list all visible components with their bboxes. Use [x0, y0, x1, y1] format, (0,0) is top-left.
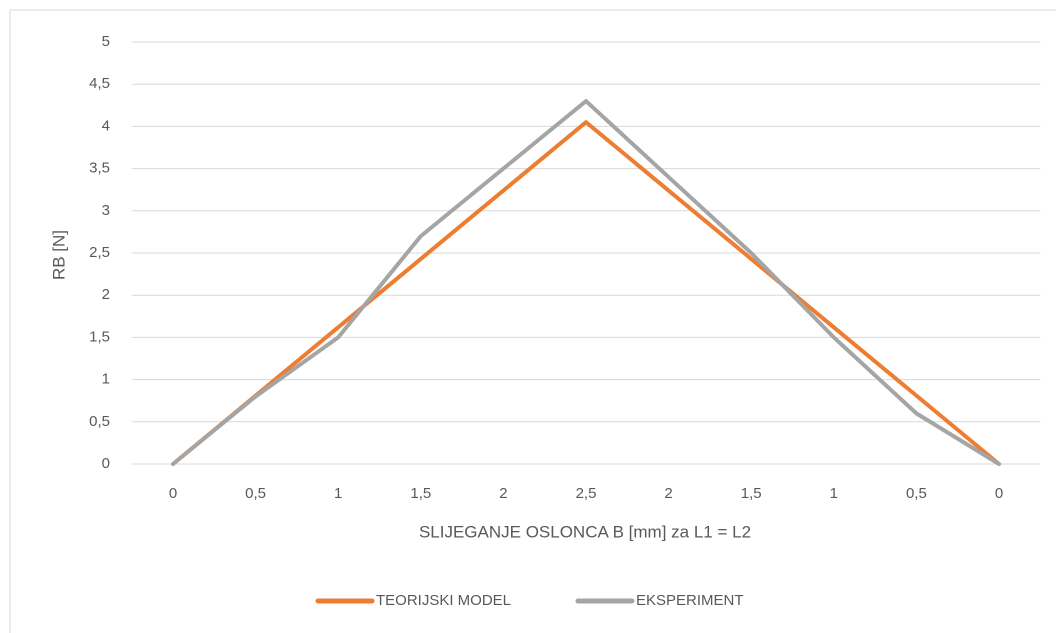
x-tick-label: 1,5 [741, 485, 762, 502]
y-tick-label: 4,5 [89, 75, 110, 92]
y-tick-label: 3,5 [89, 160, 110, 177]
legend-label: EKSPERIMENT [636, 592, 744, 609]
x-tick-label: 2 [499, 485, 507, 502]
x-tick-label: 1,5 [410, 485, 431, 502]
y-tick-label: 4 [102, 117, 110, 134]
x-tick-label: 0 [169, 485, 177, 502]
x-tick-label: 0,5 [906, 485, 927, 502]
y-tick-label: 2,5 [89, 244, 110, 261]
x-tick-label: 1 [830, 485, 838, 502]
x-axis-title: SLIJEGANJE OSLONCA B [mm] za L1 = L2 [419, 522, 751, 541]
series-line [171, 99, 1001, 466]
legend-label: TEORIJSKI MODEL [376, 592, 511, 609]
y-tick-label: 3 [102, 202, 110, 219]
y-tick-label: 0,5 [89, 413, 110, 430]
y-tick-label: 0 [102, 455, 110, 472]
y-tick-label: 5 [102, 33, 110, 50]
y-tick-label: 1,5 [89, 328, 110, 345]
x-tick-label: 0 [995, 485, 1003, 502]
chart-frame [9, 9, 1056, 633]
x-tick-label: 2 [664, 485, 672, 502]
x-tick-label: 1 [334, 485, 342, 502]
x-tick-label: 2,5 [576, 485, 597, 502]
y-axis-title: RB [N] [49, 230, 68, 280]
x-tick-label: 0,5 [245, 485, 266, 502]
y-tick-label: 1 [102, 371, 110, 388]
y-tick-label: 2 [102, 286, 110, 303]
series-line [171, 120, 1001, 466]
